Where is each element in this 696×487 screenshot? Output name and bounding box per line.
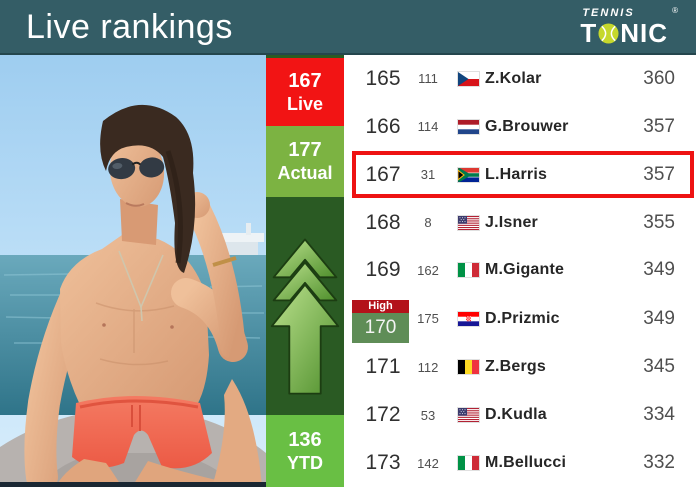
secondary-number: 175 [417,311,439,327]
actual-rank-stat: 177 Actual [266,126,344,197]
secondary-number: 8 [424,215,432,231]
ranking-row: 168 8 J.Isner 355 [344,199,696,247]
secondary-number: 112 [417,359,439,375]
live-rank: 168 [365,210,401,234]
live-rank: 165 [365,66,401,90]
live-rank-stat: 167 Live [266,58,344,126]
live-rank: 172 [365,403,401,427]
points: 349 [643,259,675,281]
flag-icon-us [458,215,479,230]
player-name: M.Gigante [485,261,565,279]
live-rank: 173 [365,451,401,475]
stats-column: 167 Live 177 Actual [266,55,344,487]
secondary-number: 111 [418,71,438,87]
actual-rank-value: 177 [288,139,322,162]
logo-word-tennis: TENNIS [582,6,668,19]
career-high-label: High [352,300,409,314]
points: 357 [643,115,675,137]
pier-structure [216,223,264,255]
live-rank: 170 [352,313,409,344]
player-name: Z.Bergs [485,358,546,376]
flag-icon-us [458,408,479,423]
flag-icon-be [458,360,479,375]
logo-word-tonic: T NIC [580,20,668,46]
player-photo-illustration [0,55,266,487]
live-rank-label: Live [286,93,324,114]
logo-t-text: T [580,17,598,48]
ranking-row: 169 162 M.Gigante 349 [344,247,696,295]
points: 355 [643,211,675,233]
ytd-rank-stat: 136 YTD [266,415,344,487]
secondary-number: 142 [417,455,439,471]
player-name: G.Brouwer [485,117,569,135]
flag-icon-nl [458,119,479,134]
actual-rank-label: Actual [277,163,333,184]
page-title: Live rankings [26,7,233,46]
points: 345 [643,356,675,378]
points: 334 [643,404,675,426]
points: 357 [643,163,675,185]
player-photo [0,55,266,487]
points: 349 [643,307,675,329]
secondary-number: 114 [417,119,439,135]
up-arrow-icon [270,238,340,395]
live-rank: 171 [365,355,401,379]
secondary-number: 31 [420,167,436,183]
ranking-row: 171 112 Z.Bergs 345 [344,343,696,391]
live-rank: 169 [365,258,401,282]
ranking-row: 172 53 D.Kudla 334 [344,391,696,439]
header-bar: Live rankings TENNIS ® T NIC [0,0,696,55]
player-name: J.Isner [485,213,538,231]
flag-icon-it [458,263,479,278]
live-rank-value: 167 [288,69,322,92]
points: 332 [643,452,675,474]
tennis-ball-icon [598,22,619,44]
career-high-badge: High 170 [352,300,409,344]
secondary-number: 162 [417,262,439,278]
ytd-rank-value: 136 [288,428,322,451]
ranking-row: 166 114 G.Brouwer 357 [344,103,696,151]
player-name: D.Prizmic [485,309,560,327]
rankings-table: 165 111 Z.Kolar 360 166 114 G.Brouwer 357 167 31 L… [344,55,696,487]
trend-zone [266,197,344,415]
ranking-row: High 170 175 D.Prizmic 349 [344,294,696,344]
flag-icon-za [458,167,479,182]
registered-mark: ® [672,5,678,15]
ranking-row: 165 111 Z.Kolar 360 [344,55,696,103]
flag-icon-hr [458,311,479,326]
player-name: M.Bellucci [485,454,567,472]
points: 360 [643,67,675,89]
ranking-row: 173 142 M.Bellucci 332 [344,439,696,487]
ytd-rank-label: YTD [287,452,323,473]
secondary-number: 53 [420,407,436,423]
live-rank: 166 [365,114,401,138]
player-name: Z.Kolar [485,69,542,87]
player-name: D.Kudla [485,406,547,424]
live-rank: 167 [365,162,401,186]
logo-nic-text: NIC [620,17,668,48]
ranking-row: 167 31 L.Harris 357 [344,150,696,199]
tennis-tonic-logo: TENNIS ® T NIC [580,5,680,46]
flag-icon-cz [458,71,479,86]
flag-icon-it [458,456,479,471]
player-name: L.Harris [485,165,548,183]
logo-tennis-text: TENNIS [582,6,635,19]
